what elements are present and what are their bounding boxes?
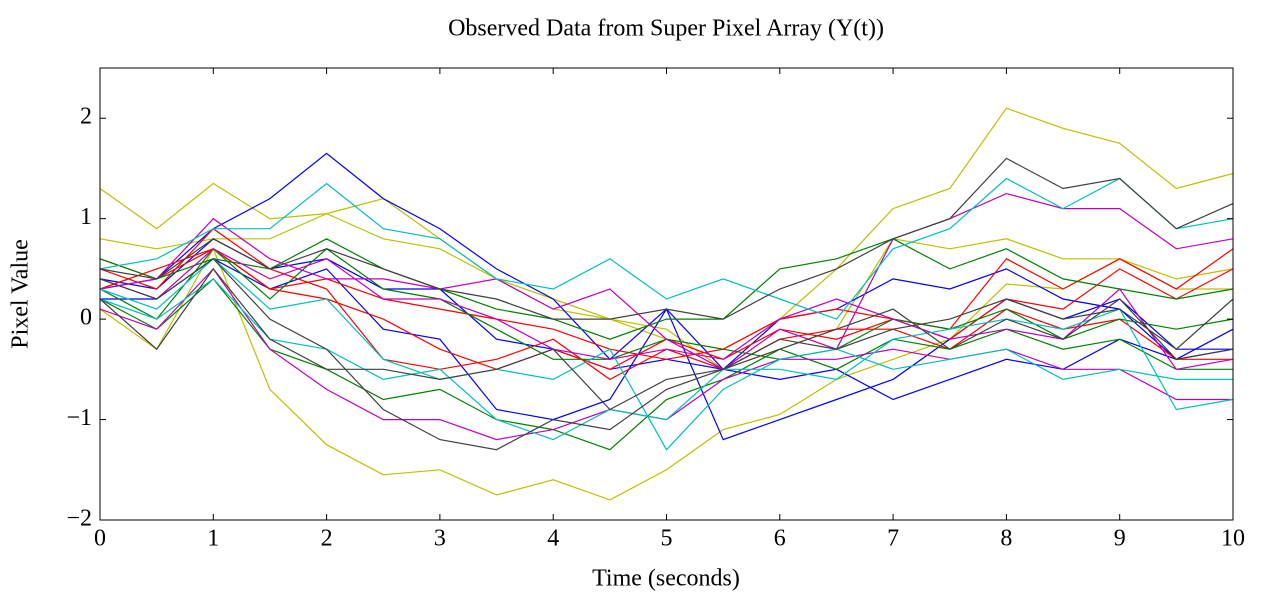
data-line — [99, 248, 1234, 360]
x-tick-label: 4 — [547, 526, 559, 552]
x-tick-label: 8 — [1000, 526, 1012, 552]
data-line — [99, 267, 1233, 441]
data-line — [99, 278, 1233, 451]
x-tick-label: 6 — [774, 526, 786, 552]
y-axis-label: Pixel Value — [8, 239, 34, 349]
data-line — [99, 157, 1234, 320]
data-line — [99, 152, 1234, 401]
data-line — [99, 192, 1234, 371]
data-line — [99, 247, 1233, 501]
data-line — [99, 258, 1234, 451]
data-line — [99, 227, 1233, 381]
x-axis-label: Time (seconds) — [592, 566, 740, 592]
x-tick-label: 1 — [207, 526, 219, 552]
y-tick-label: 0 — [80, 305, 92, 331]
y-tick-label: −2 — [66, 506, 92, 532]
y-tick-label: 2 — [80, 104, 92, 130]
y-tick-label: 1 — [80, 204, 92, 230]
data-line — [99, 257, 1233, 451]
x-tick-label: 2 — [321, 526, 333, 552]
x-tick-label: 9 — [1114, 526, 1126, 552]
data-line — [99, 247, 1234, 360]
x-tick-label: 5 — [661, 526, 673, 552]
data-line — [99, 238, 1234, 340]
data-line — [99, 278, 1234, 441]
data-line — [99, 212, 1234, 370]
x-tick-label: 10 — [1221, 526, 1245, 552]
x-tick-label: 0 — [94, 526, 106, 552]
x-tick-label: 3 — [434, 526, 446, 552]
chart-title: Observed Data from Super Pixel Array (Y(… — [448, 16, 884, 42]
plot-frame — [99, 67, 1234, 521]
x-tick-label: 7 — [887, 526, 899, 552]
y-tick-label: −1 — [66, 405, 92, 431]
data-line — [99, 177, 1234, 320]
data-line — [99, 248, 1234, 370]
data-line — [99, 267, 1234, 411]
